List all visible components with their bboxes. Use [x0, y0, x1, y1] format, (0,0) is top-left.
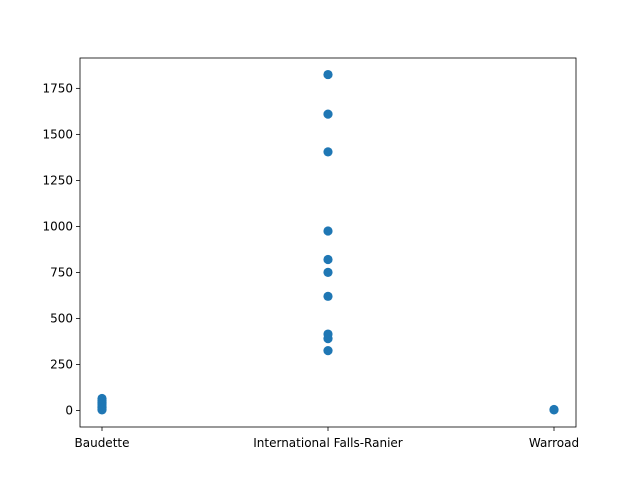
data-point — [323, 147, 333, 157]
data-point — [323, 254, 333, 265]
points-layer — [97, 69, 559, 415]
plot-frame — [79, 57, 577, 428]
x-axis: Baudette International Falls-Ranier Warroa… — [75, 427, 579, 450]
y-tick-label: 1500 — [42, 127, 73, 141]
y-tick-label: 0 — [65, 403, 73, 417]
data-point — [323, 69, 333, 80]
data-point — [97, 405, 107, 415]
data-point — [323, 334, 333, 344]
y-tick-label: 1000 — [42, 219, 73, 233]
data-point — [323, 226, 333, 236]
data-point — [323, 267, 333, 278]
x-tick-label: Warroad — [529, 436, 579, 450]
y-tick-label: 1750 — [42, 81, 73, 95]
data-point — [323, 291, 333, 301]
y-tick-label: 250 — [50, 357, 73, 371]
data-point — [323, 346, 333, 356]
x-tick-label: Baudette — [75, 436, 130, 450]
x-tick-label: International Falls-Ranier — [253, 436, 403, 450]
y-tick-label: 1250 — [42, 173, 73, 187]
data-point — [323, 109, 333, 119]
y-tick-label: 750 — [50, 265, 73, 279]
y-axis: 0 250 500 750 1000 1250 1500 1750 — [42, 81, 80, 417]
y-tick-label: 500 — [50, 311, 73, 325]
data-point — [549, 405, 559, 415]
